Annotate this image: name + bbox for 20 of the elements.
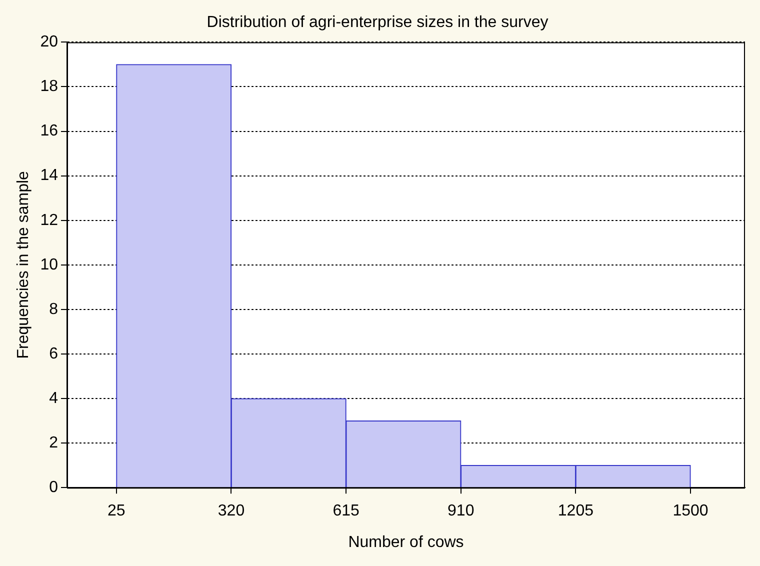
x-tick-label: 910 [448, 502, 474, 520]
y-tick-label: 20 [40, 34, 58, 51]
y-tick-label: 18 [40, 78, 58, 96]
chart-title: Distribution of agri-enterprise sizes in the survey [206, 14, 548, 32]
y-tick-label: 0 [49, 479, 58, 496]
x-tick-label: 320 [218, 502, 245, 520]
y-tick-label: 12 [40, 212, 58, 229]
y-tick-label: 2 [49, 434, 58, 452]
y-tick-label: 6 [49, 345, 58, 362]
x-tick-label: 1500 [672, 502, 708, 520]
y-tick-label: 8 [49, 300, 58, 318]
y-tick-label: 16 [40, 122, 58, 140]
x-tick-label: 25 [108, 502, 126, 520]
y-tick-label: 14 [40, 167, 58, 184]
y-axis-title: Frequencies in the sample [15, 170, 32, 359]
x-axis-title: Number of cows [348, 534, 464, 551]
x-tick-label: 1205 [558, 502, 594, 520]
y-tick-label: 10 [40, 256, 58, 274]
y-tick-label: 4 [49, 390, 58, 407]
x-tick-label: 615 [332, 502, 360, 520]
